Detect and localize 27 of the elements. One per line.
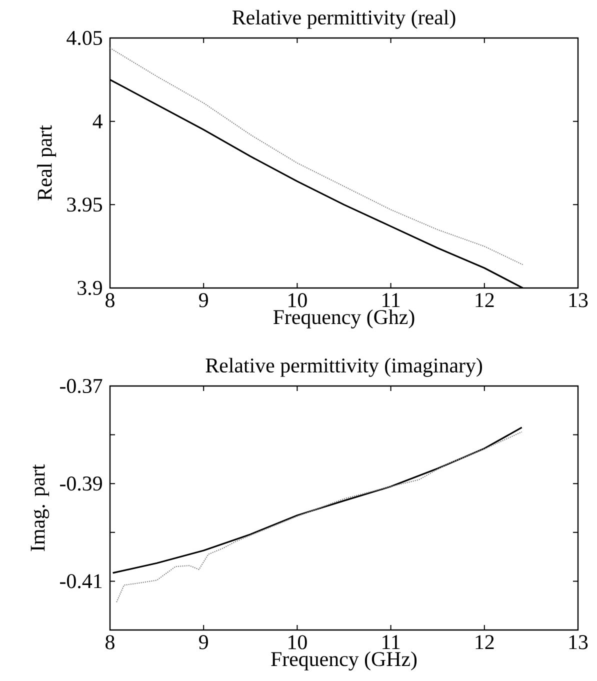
x-tick-label: 9 (199, 293, 208, 308)
y-tick-label: 3.95 (67, 198, 102, 212)
x-tick-label: 13 (569, 635, 588, 650)
x-tick-label: 11 (382, 635, 400, 649)
y-tick-label: 4 (92, 114, 103, 128)
y-tick-label: -0.37 (60, 378, 102, 394)
y-tick-label: 3.9 (78, 280, 102, 296)
y-axis-title: Real part (37, 125, 56, 200)
x-tick-label: 12 (476, 293, 494, 308)
y-tick-label: 4.05 (66, 30, 102, 46)
line-series (110, 47, 524, 266)
x-axis-title: Frequency (Ghz) (273, 309, 414, 328)
x-tick-label: 10 (288, 635, 307, 650)
y-tick-label: -0.39 (60, 476, 102, 491)
x-tick-label: 11 (382, 293, 400, 307)
line-series (112, 426, 523, 574)
x-tick-label: 12 (476, 635, 494, 650)
x-tick-label: 8 (106, 635, 114, 650)
chart-title: Relative permittivity (imaginary) (206, 358, 482, 377)
x-tick-label: 10 (288, 293, 307, 308)
x-tick-label: 13 (569, 293, 588, 308)
x-tick-label: 8 (106, 293, 114, 308)
y-tick-label: -0.41 (60, 574, 102, 588)
x-axis-title: Frequency (GHz) (271, 651, 417, 670)
x-tick-label: 9 (199, 635, 208, 650)
y-axis-title: Imag. part (30, 464, 50, 552)
chart-title: Relative permittivity (real) (232, 10, 456, 29)
